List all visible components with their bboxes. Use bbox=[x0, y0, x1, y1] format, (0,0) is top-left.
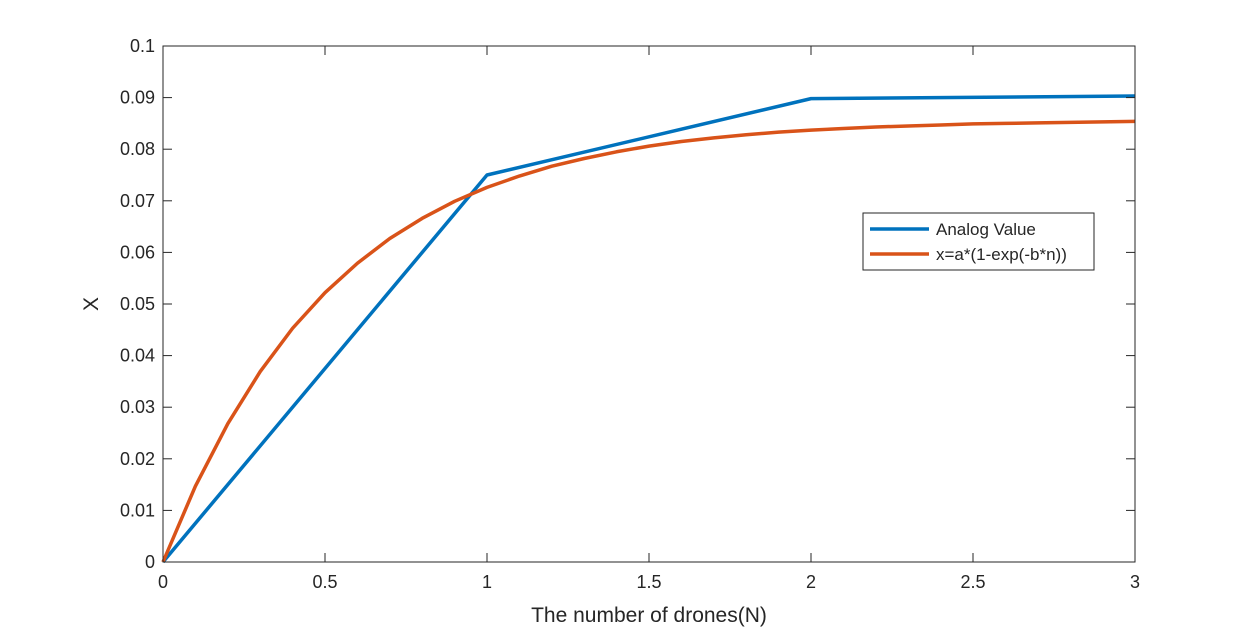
y-tick-label: 0.02 bbox=[120, 449, 155, 469]
series-line-2 bbox=[161, 119, 1136, 563]
y-tick-label: 0 bbox=[145, 552, 155, 572]
plot-box-layer bbox=[162, 45, 1136, 563]
axes-layer: 0 0.5 1 1.5 2 2.5 3 0 0.01 0.02 0.03 0.04 0.05 0.06 0.… bbox=[120, 36, 1140, 592]
x-tick-label: 0.5 bbox=[312, 572, 337, 592]
legend-label-1: Analog Value bbox=[936, 220, 1036, 239]
y-tick-label: 0.06 bbox=[120, 242, 155, 262]
legend: Analog Value x=a*(1-exp(-b*n)) bbox=[862, 212, 1095, 271]
y-tick-label: 0.01 bbox=[120, 500, 155, 520]
y-tick-label: 0.03 bbox=[120, 397, 155, 417]
legend-label-2: x=a*(1-exp(-b*n)) bbox=[936, 245, 1067, 264]
y-tick-label: 0.09 bbox=[120, 88, 155, 108]
y-axis-label: X bbox=[80, 297, 103, 311]
y-tick-label: 0.1 bbox=[130, 36, 155, 56]
plot-area bbox=[163, 46, 1135, 562]
x-tick-label: 3 bbox=[1130, 572, 1140, 592]
x-tick-label: 2 bbox=[806, 572, 816, 592]
legend-box bbox=[862, 212, 1095, 271]
y-tick-label: 0.05 bbox=[120, 294, 155, 314]
series-line-1 bbox=[161, 94, 1136, 564]
x-tick-label: 1 bbox=[482, 572, 492, 592]
y-tick-label: 0.04 bbox=[120, 346, 155, 366]
x-tick-label: 1.5 bbox=[636, 572, 661, 592]
plot-frame bbox=[162, 45, 1136, 563]
x-axis-label: The number of drones(N) bbox=[531, 604, 767, 627]
x-tick-label: 0 bbox=[158, 572, 168, 592]
y-tick-label: 0.08 bbox=[120, 139, 155, 159]
x-tick-label: 2.5 bbox=[960, 572, 985, 592]
series-layer bbox=[161, 94, 1136, 564]
y-tick-label: 0.07 bbox=[120, 191, 155, 211]
